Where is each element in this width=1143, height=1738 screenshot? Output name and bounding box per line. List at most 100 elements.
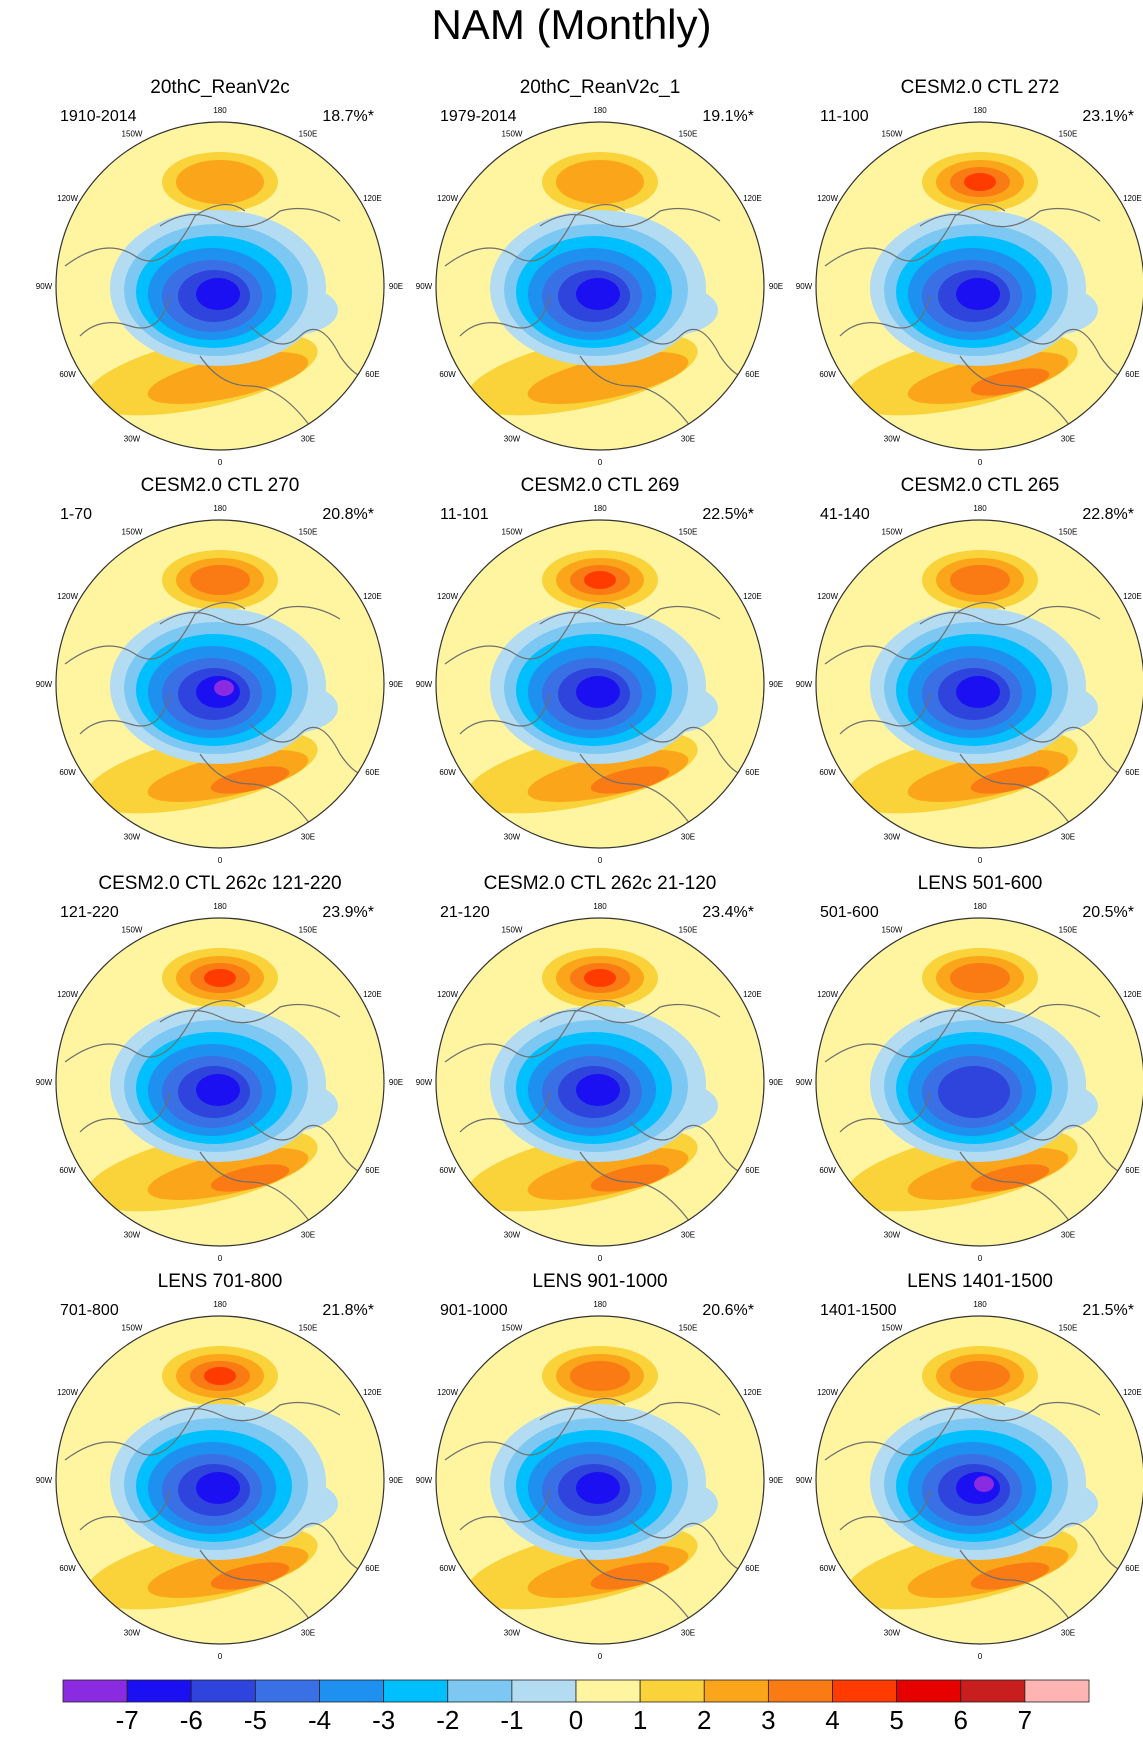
polar-map: 180 150E 120E 90E 60E 30E 0 30W 60W 90W 120W 150W (416, 504, 783, 865)
map-panel: 20thC_ReanV2c_1 1979-2014 19.1%* 180 150E 120… (410, 76, 790, 474)
longitude-label: 150E (679, 926, 698, 935)
longitude-label: 60E (365, 1166, 379, 1175)
panel-period: 1401-1500 (820, 1302, 897, 1319)
positive-pacific-contour (176, 160, 264, 204)
longitude-label: 30E (301, 1628, 315, 1637)
longitude-label: 90W (796, 1078, 813, 1087)
positive-atlantic-contour (147, 352, 309, 404)
map-panel: CESM2.0 CTL 262c 121-220 121-220 23.9%* 180… (30, 872, 410, 1270)
panel-period: 121-220 (60, 904, 119, 921)
colorbar-swatch (383, 1679, 449, 1703)
longitude-label: 0 (598, 1652, 603, 1661)
longitude-label: 0 (598, 1254, 603, 1263)
longitude-label: 150E (299, 130, 318, 139)
longitude-label: 180 (213, 106, 227, 115)
coastline (159, 1003, 341, 1024)
coastline (824, 204, 1006, 267)
longitude-label: 90E (389, 1476, 403, 1485)
colorbar-swatch (832, 1679, 898, 1703)
map-frame (55, 121, 385, 451)
longitude-label: 60W (59, 1166, 76, 1175)
map-panel: LENS 701-800 701-800 21.8%* 180 150E 120E 90E 6… (30, 1270, 410, 1668)
longitude-label: 150E (299, 1324, 318, 1333)
positive-pacific-contour (964, 173, 996, 191)
colorbar-swatch (703, 1679, 769, 1703)
panel-period: 21-120 (440, 904, 490, 921)
colorbar-tick-label: 2 (697, 1705, 712, 1735)
longitude-label: 30E (1061, 1230, 1075, 1239)
coastline (919, 1003, 1101, 1024)
positive-atlantic-contour (970, 1164, 1050, 1192)
panel-title: LENS 901-1000 (532, 1271, 668, 1292)
polar-map: 180 150E 120E 90E 60E 30E 0 30W 60W 90W 120W 150W (36, 106, 403, 467)
longitude-label: 0 (978, 1652, 983, 1661)
contour-field (56, 122, 384, 450)
longitude-label: 120W (817, 592, 838, 601)
longitude-label: 180 (213, 504, 227, 513)
panel-variance: 20.8%* (322, 506, 374, 523)
longitude-label: 90E (769, 1476, 783, 1485)
longitude-label: 150W (882, 1324, 903, 1333)
panel-title: CESM2.0 CTL 272 (900, 77, 1060, 98)
contour-field (816, 520, 1143, 848)
coastline (444, 602, 626, 665)
positive-pacific-contour (556, 160, 644, 204)
longitude-label: 120E (743, 194, 762, 203)
colorbar-tick-label: -5 (243, 1705, 267, 1735)
longitude-label: 180 (973, 106, 987, 115)
panel-period: 1910-2014 (60, 108, 137, 125)
longitude-label: 30W (504, 832, 521, 841)
positive-pacific-contour (204, 1367, 236, 1385)
longitude-label: 0 (978, 1254, 983, 1263)
coastline (579, 753, 691, 825)
longitude-label: 180 (213, 1300, 227, 1309)
colorbar-swatch (62, 1679, 128, 1703)
colorbar-swatch (960, 1679, 1026, 1703)
polar-map: 180 150E 120E 90E 60E 30E 0 30W 60W 90W 120W 150W (416, 106, 783, 467)
colorbar-tick-label: 3 (761, 1705, 776, 1735)
colorbar-tick-label: 6 (953, 1705, 968, 1735)
contour-field (436, 122, 764, 450)
colorbar-tick-label: -6 (179, 1705, 203, 1735)
map-panel: CESM2.0 CTL 262c 21-120 21-120 23.4%* 180 15… (410, 872, 790, 1270)
longitude-label: 90W (796, 1476, 813, 1485)
polar-map: 180 150E 120E 90E 60E 30E 0 30W 60W 90W 120W 150W (416, 902, 783, 1263)
longitude-label: 30E (681, 1628, 695, 1637)
longitude-label: 30W (504, 434, 521, 443)
panel-title: CESM2.0 CTL 265 (900, 475, 1060, 496)
longitude-label: 90E (389, 1078, 403, 1087)
negative-contour (956, 676, 1000, 708)
longitude-label: 0 (218, 1652, 223, 1661)
map-frame (435, 1315, 765, 1645)
coastline (579, 355, 691, 427)
longitude-label: 120W (817, 1388, 838, 1397)
negative-contour (576, 1074, 620, 1106)
panel-title: 20thC_ReanV2c (150, 77, 290, 98)
longitude-label: 120W (437, 194, 458, 203)
map-frame (55, 917, 385, 1247)
coastline (199, 1151, 311, 1223)
longitude-label: 30W (504, 1628, 521, 1637)
longitude-label: 90W (416, 282, 433, 291)
longitude-label: 60W (439, 768, 456, 777)
positive-atlantic-contour (590, 1562, 670, 1590)
longitude-label: 90E (769, 282, 783, 291)
coastline (459, 295, 551, 337)
polar-map: 180 150E 120E 90E 60E 30E 0 30W 60W 90W 120W 150W (416, 1300, 783, 1661)
panel-title: CESM2.0 CTL 262c 21-120 (483, 873, 717, 894)
colorbar-tick-label: 4 (825, 1705, 840, 1735)
panel-title: CESM2.0 CTL 269 (520, 475, 680, 496)
colorbar-swatch (896, 1679, 962, 1703)
longitude-label: 60W (439, 1166, 456, 1175)
longitude-label: 180 (593, 106, 607, 115)
longitude-label: 0 (218, 856, 223, 865)
contour-field (816, 122, 1143, 450)
map-frame (435, 121, 765, 451)
coastline (539, 1401, 721, 1422)
longitude-label: 60E (745, 1564, 759, 1573)
panel-variance: 23.4%* (702, 904, 754, 921)
positive-pacific-contour (950, 1361, 1010, 1391)
longitude-label: 150E (679, 1324, 698, 1333)
colorbar-swatch (126, 1679, 192, 1703)
longitude-label: 150W (122, 926, 143, 935)
